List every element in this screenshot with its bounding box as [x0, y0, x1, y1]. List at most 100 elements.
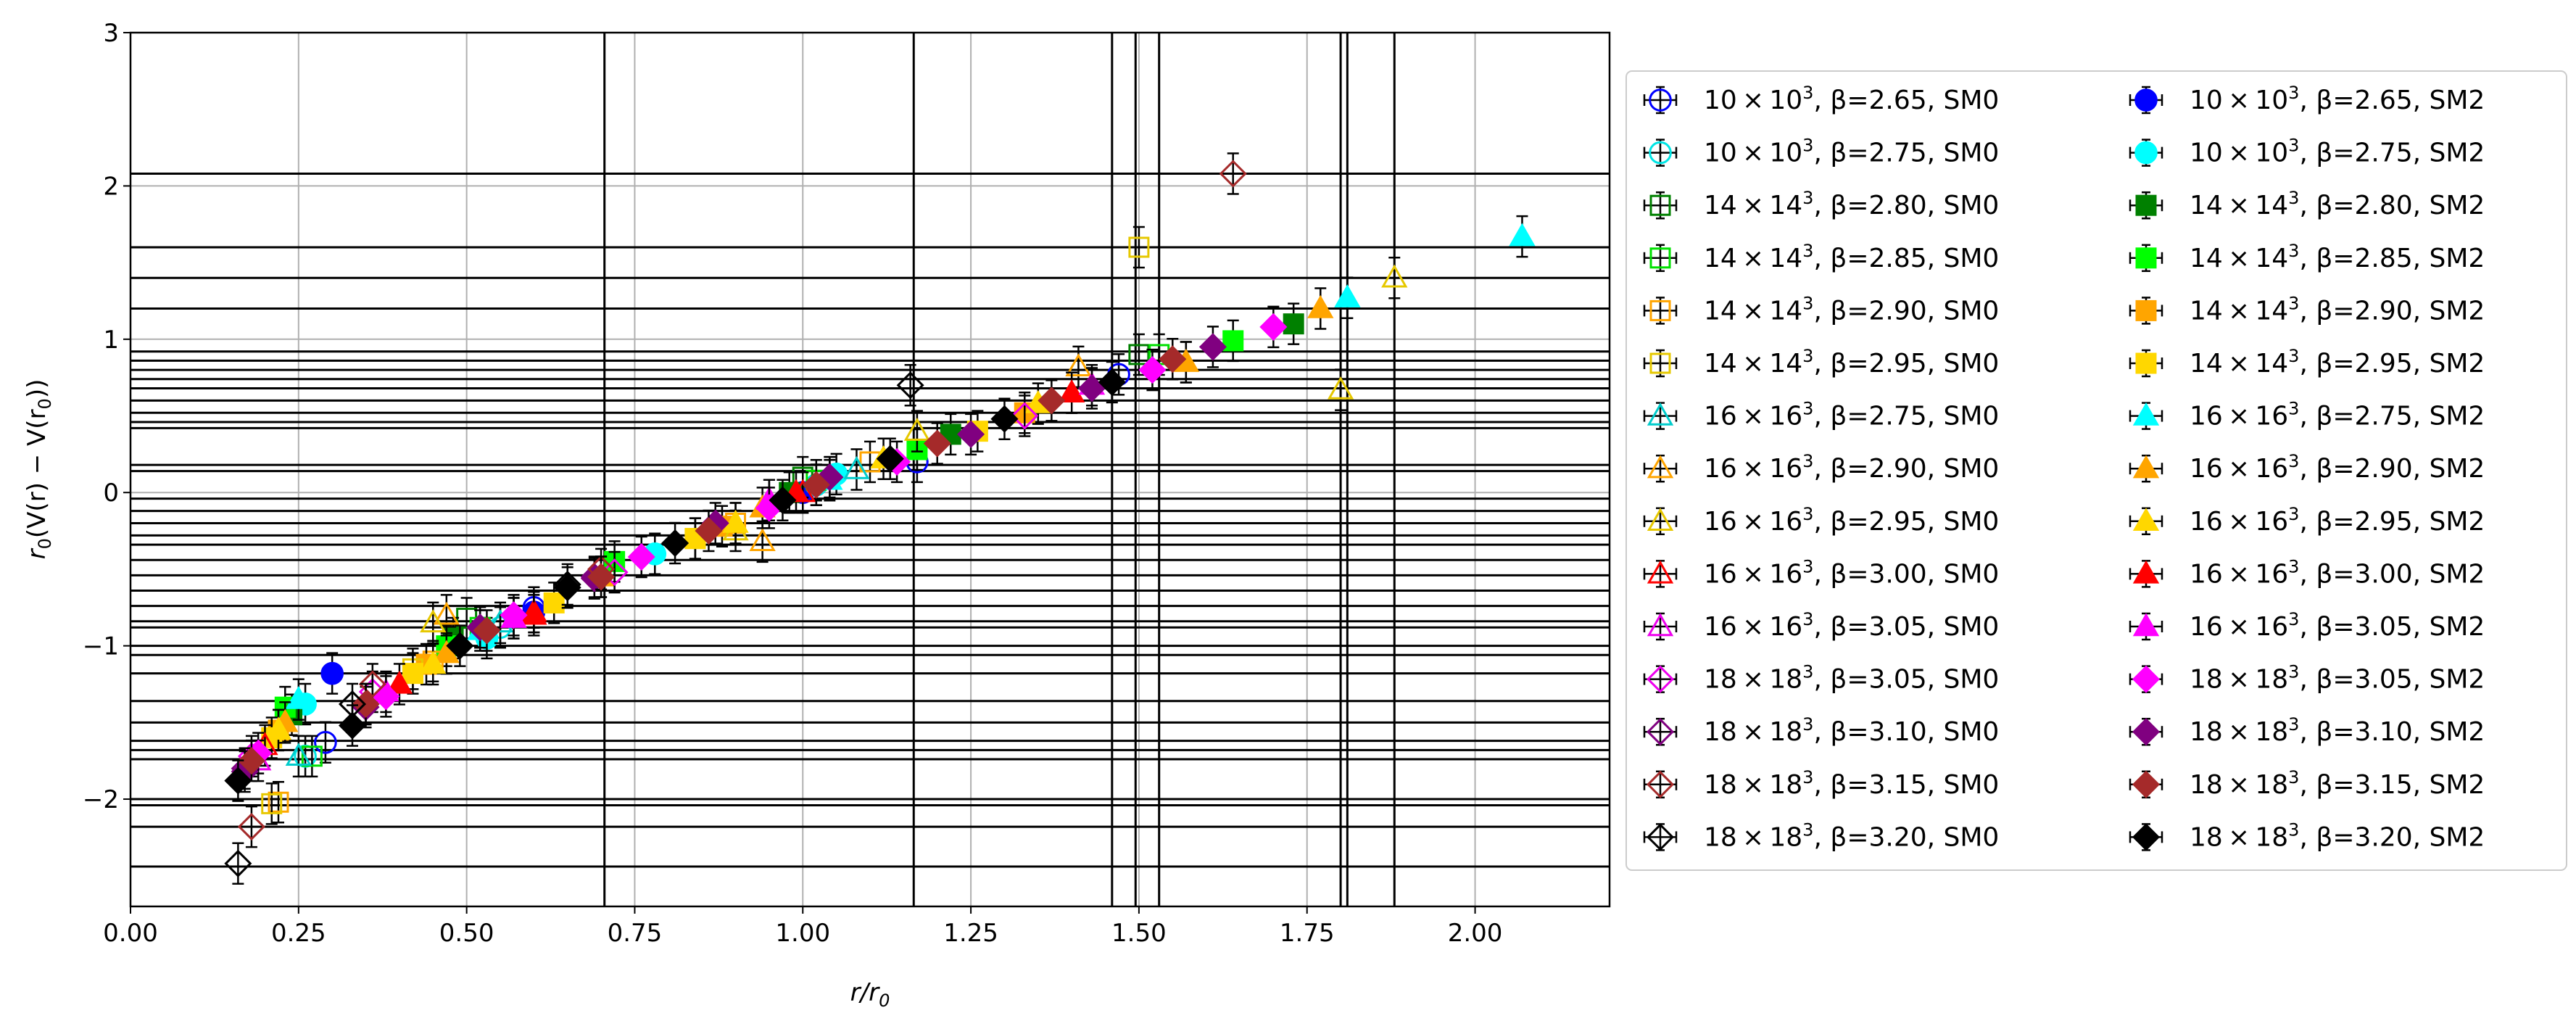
legend-marker — [2135, 194, 2157, 216]
legend-entry: 14 × 143, β=2.85, SM0 — [1643, 241, 1999, 273]
legend-marker — [1647, 508, 1674, 531]
data-point — [587, 563, 616, 591]
legend-marker — [1647, 613, 1674, 637]
legend-entry: 18 × 183, β=3.10, SM0 — [1643, 714, 1999, 747]
x-axis: 0.00 0.25 0.50 0.75 1.00 1.25 1.50 1.75 2.00 — [103, 906, 1502, 948]
y-tick-label: 2 — [103, 172, 119, 201]
data-point — [433, 601, 460, 625]
legend-entry: 16 × 163, β=2.90, SM0 — [1643, 451, 1999, 484]
data-point — [420, 650, 447, 674]
y-axis: −2 −1 0 1 2 3 — [83, 19, 131, 814]
legend-label: 16 × 163, β=2.75, SM0 — [1704, 399, 1999, 431]
legend-entry: 14 × 143, β=2.90, SM2 — [2129, 293, 2485, 326]
legend-entry: 16 × 163, β=3.05, SM0 — [1643, 609, 1999, 642]
data-point — [1198, 333, 1227, 361]
data-point — [1128, 236, 1150, 258]
legend-label: 16 × 163, β=2.95, SM2 — [2190, 504, 2485, 537]
legend-label: 14 × 143, β=2.85, SM2 — [2190, 241, 2485, 273]
data-point — [923, 429, 951, 458]
legend-label: 16 × 163, β=3.00, SM0 — [1704, 556, 1999, 589]
data-point — [543, 592, 565, 613]
legend-box — [1625, 70, 2567, 871]
data-point — [268, 791, 289, 813]
legend-entry: 16 × 163, β=2.95, SM2 — [2129, 504, 2485, 537]
legend-marker — [2132, 402, 2160, 426]
data-point — [769, 486, 797, 514]
data-point — [500, 601, 528, 629]
data-point — [1283, 313, 1304, 335]
legend-label: 16 × 163, β=3.05, SM2 — [2190, 609, 2485, 642]
data-point — [1038, 387, 1066, 415]
legend-entry: 10 × 103, β=2.65, SM0 — [1643, 83, 1999, 115]
data-point — [473, 616, 501, 645]
legend-marker — [1646, 718, 1675, 746]
legend-label: 18 × 183, β=3.05, SM2 — [2190, 662, 2485, 695]
data-point — [224, 849, 252, 877]
legend-entry: 14 × 143, β=2.85, SM2 — [2129, 241, 2485, 273]
legend-marker — [1646, 770, 1675, 798]
data-point — [1509, 223, 1536, 247]
y-tick-label: −2 — [83, 785, 119, 814]
legend-entry: 18 × 183, β=3.20, SM0 — [1643, 819, 1999, 852]
legend-label: 18 × 183, β=3.10, SM2 — [2190, 714, 2485, 747]
legend-entry: 16 × 163, β=2.75, SM0 — [1643, 399, 1999, 431]
legend-entry: 18 × 183, β=3.05, SM2 — [2129, 662, 2485, 695]
data-point — [402, 663, 423, 685]
x-tick-label: 0.75 — [608, 919, 663, 948]
legend-entry: 14 × 143, β=2.95, SM2 — [2129, 346, 2485, 379]
y-tick-label: 0 — [103, 479, 119, 508]
legend-entry: 18 × 183, β=3.15, SM2 — [2129, 767, 2485, 800]
data-point — [358, 670, 386, 698]
legend-entry: 10 × 103, β=2.75, SM0 — [1643, 136, 1999, 168]
data-point — [224, 766, 252, 795]
legend-marker — [2132, 455, 2160, 479]
x-tick-label: 1.25 — [943, 919, 998, 948]
legend-label: 16 × 163, β=2.95, SM0 — [1704, 504, 1999, 537]
y-tick-label: −1 — [83, 632, 119, 661]
data-point — [301, 745, 323, 767]
legend-label: 10 × 103, β=2.75, SM2 — [2190, 136, 2485, 168]
y-axis-label: r0(V(r) − V(r0)) — [22, 379, 55, 560]
data-point — [1327, 376, 1354, 400]
data-points — [224, 152, 1536, 885]
legend-entry: 10 × 103, β=2.75, SM2 — [2129, 136, 2485, 168]
data-point — [1011, 402, 1039, 430]
legend-entry: 16 × 163, β=3.05, SM2 — [2129, 609, 2485, 642]
x-axis-label: r/r0 — [850, 978, 890, 1011]
data-point — [722, 509, 749, 533]
data-point — [338, 711, 367, 740]
data-point — [285, 743, 312, 766]
legend-label: 10 × 103, β=2.65, SM0 — [1704, 83, 1999, 115]
data-point — [600, 558, 629, 587]
legend-entry: 14 × 143, β=2.95, SM0 — [1643, 346, 1999, 379]
data-point — [237, 813, 265, 841]
legend-label: 16 × 163, β=2.75, SM2 — [2190, 399, 2485, 431]
legend-label: 10 × 103, β=2.75, SM0 — [1704, 136, 1999, 168]
legend-label: 18 × 183, β=3.15, SM2 — [2190, 767, 2485, 800]
legend-marker — [2132, 613, 2160, 637]
data-point — [1065, 353, 1092, 377]
legend-label: 14 × 143, β=2.80, SM2 — [2190, 188, 2485, 220]
legend-entry: 18 × 183, β=3.15, SM0 — [1643, 767, 1999, 800]
data-point — [320, 661, 344, 685]
x-tick-label: 0.50 — [439, 919, 494, 948]
y-tick-label: 3 — [103, 19, 119, 48]
data-point — [1381, 264, 1408, 288]
legend-marker — [2132, 718, 2161, 746]
data-point — [1058, 379, 1085, 402]
y-tick-label: 1 — [103, 326, 119, 355]
data-point — [1219, 160, 1247, 188]
legend-entry: 18 × 183, β=3.05, SM0 — [1643, 662, 1999, 695]
x-tick-label: 1.50 — [1111, 919, 1167, 948]
data-point — [1307, 294, 1334, 318]
x-tick-label: 1.75 — [1280, 919, 1335, 948]
legend: 10 × 103, β=2.65, SM0 10 × 103, β=2.75, S… — [1625, 70, 2567, 871]
legend-marker — [2132, 823, 2161, 851]
legend-entry: 18 × 183, β=3.10, SM2 — [2129, 714, 2485, 747]
legend-label: 16 × 163, β=2.90, SM2 — [2190, 451, 2485, 484]
legend-label: 16 × 163, β=3.00, SM2 — [2190, 556, 2485, 589]
legend-entry: 16 × 163, β=2.75, SM2 — [2129, 399, 2485, 431]
data-point — [285, 685, 312, 709]
legend-marker — [2135, 247, 2157, 269]
